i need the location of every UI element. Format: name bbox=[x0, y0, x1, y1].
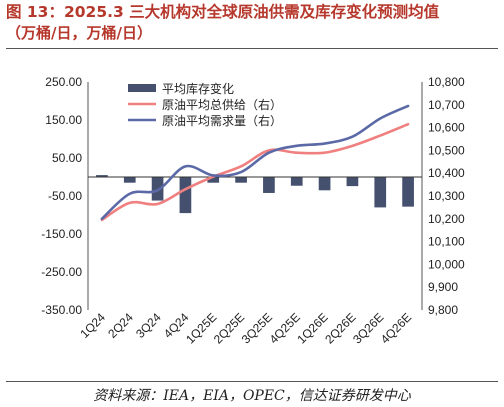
right-tick-label: 10,200 bbox=[428, 212, 465, 226]
inventory-bar bbox=[235, 177, 247, 183]
top-rule bbox=[6, 48, 498, 49]
supply-line bbox=[100, 122, 410, 222]
right-tick-label: 10,700 bbox=[428, 98, 465, 112]
inventory-bar bbox=[96, 175, 108, 177]
inventory-bar bbox=[318, 177, 331, 191]
x-tick-label: 1Q24 bbox=[77, 310, 108, 341]
inventory-bar bbox=[346, 177, 359, 187]
right-tick-label: 10,800 bbox=[428, 75, 465, 89]
x-axis: 1Q242Q243Q244Q241Q25E2Q25E3Q25E4Q25E1Q26… bbox=[77, 310, 414, 347]
chart-area: 250.00 150.00 50.00 -50.00 -150.00 -250.00 -35… bbox=[41, 75, 465, 347]
left-tick-label: -350.00 bbox=[41, 303, 82, 317]
left-tick-label: 50.00 bbox=[52, 151, 82, 165]
inventory-bar bbox=[179, 177, 192, 214]
right-tick-label: 9,900 bbox=[428, 280, 458, 294]
inventory-bars bbox=[96, 175, 414, 214]
chart-subtitle: （万桶/日，万桶/日） bbox=[6, 24, 152, 42]
right-tick-label: 10,000 bbox=[428, 257, 465, 271]
left-tick-label: -150.00 bbox=[41, 227, 82, 241]
left-tick-label: 150.00 bbox=[45, 113, 82, 127]
right-tick-label: 9,800 bbox=[428, 303, 458, 317]
legend-swatch-bars bbox=[128, 84, 156, 92]
right-tick-label: 10,100 bbox=[428, 235, 465, 249]
left-tick-label: -50.00 bbox=[48, 189, 82, 203]
inventory-bar bbox=[123, 177, 136, 183]
inventory-bar bbox=[290, 177, 303, 186]
x-tick-label: 3Q25E bbox=[239, 310, 275, 346]
left-tick-label: 250.00 bbox=[45, 75, 82, 89]
x-tick-label: 4Q26E bbox=[378, 310, 414, 346]
chart-title: 图 13：2025.3 三大机构对全球原油供需及库存变化预测均值 bbox=[6, 3, 440, 21]
inventory-bar bbox=[207, 177, 220, 183]
left-tick-label: -250.00 bbox=[41, 265, 82, 279]
x-tick-label: 2Q24 bbox=[105, 310, 136, 341]
x-tick-label: 3Q26E bbox=[350, 310, 386, 346]
x-tick-label: 2Q25E bbox=[211, 310, 247, 346]
inventory-bar bbox=[374, 177, 387, 208]
left-axis: 250.00 150.00 50.00 -50.00 -150.00 -250.00 -35… bbox=[41, 75, 89, 317]
x-tick-label: 3Q24 bbox=[133, 310, 164, 341]
right-tick-label: 10,600 bbox=[428, 121, 465, 135]
right-tick-label: 10,400 bbox=[428, 166, 465, 180]
legend-label: 原油平均总供给（右） bbox=[162, 97, 282, 112]
inventory-bar bbox=[151, 177, 164, 201]
x-tick-label: 4Q25E bbox=[267, 310, 303, 346]
right-tick-label: 10,500 bbox=[428, 143, 465, 157]
inventory-bar bbox=[402, 177, 414, 207]
x-tick-label: 1Q25E bbox=[183, 310, 219, 346]
right-axis: 10,800 10,700 10,600 10,500 10,400 10,300 10,2… bbox=[421, 75, 465, 317]
series-lines bbox=[100, 104, 410, 222]
legend-label: 原油平均需求量（右） bbox=[162, 113, 282, 128]
legend-label: 平均库存变化 bbox=[162, 81, 234, 96]
demand-line bbox=[100, 104, 410, 221]
right-tick-label: 10,300 bbox=[428, 189, 465, 203]
source-note: 资料来源：IEA，EIA，OPEC，信达证券研发中心 bbox=[93, 388, 411, 404]
x-tick-label: 1Q26E bbox=[294, 310, 330, 346]
x-tick-label: 2Q26E bbox=[322, 310, 358, 346]
inventory-bar bbox=[263, 177, 275, 193]
bottom-rule bbox=[6, 381, 498, 382]
